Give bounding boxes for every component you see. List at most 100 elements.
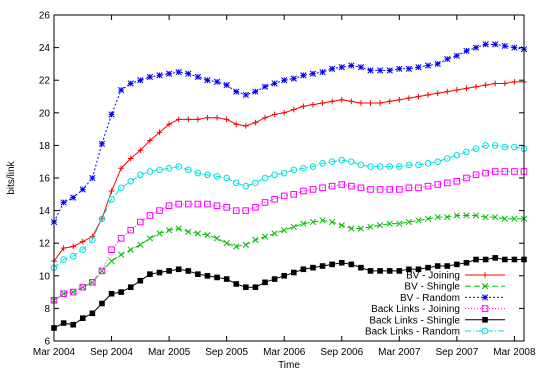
data-point (405, 65, 413, 72)
data-point (118, 289, 124, 295)
data-point (127, 284, 134, 291)
data-point (425, 92, 431, 98)
data-point (233, 243, 240, 250)
data-point (204, 114, 211, 121)
data-point (396, 163, 403, 170)
data-point (261, 174, 269, 182)
data-point (482, 82, 489, 88)
data-point (492, 255, 499, 261)
data-point (146, 212, 154, 219)
data-point (329, 218, 336, 226)
data-point (281, 273, 288, 279)
axis-ticks: 6 8 10 12 14 16 18 20 22 24 26 Mar 2004 Sep 2004 Mar … (33, 11, 536, 359)
data-point (319, 184, 326, 192)
data-point (424, 182, 432, 190)
data-point (424, 215, 432, 222)
data-point (415, 93, 422, 100)
data-point (185, 228, 192, 235)
data-point (232, 179, 240, 187)
data-point (376, 186, 384, 193)
data-point (290, 106, 297, 113)
series-line (53, 144, 525, 269)
data-point (396, 220, 403, 227)
data-point (492, 41, 499, 48)
data-point (137, 241, 144, 248)
data-point (223, 204, 230, 211)
data-point (434, 213, 441, 221)
data-point (357, 161, 365, 169)
data-point (502, 256, 508, 263)
data-point (300, 266, 307, 273)
y-tick-label: 12 (39, 239, 51, 250)
data-point (175, 116, 182, 123)
y-tick-label: 26 (39, 11, 51, 22)
data-point (481, 283, 489, 290)
data-point (242, 241, 249, 248)
data-point (204, 273, 211, 279)
data-point (482, 41, 489, 48)
data-point (310, 101, 316, 108)
data-point (117, 86, 125, 94)
data-point (99, 300, 105, 307)
data-point (108, 257, 115, 265)
data-point (252, 179, 259, 187)
data-point (166, 268, 172, 274)
data-point (511, 256, 518, 263)
data-point (213, 173, 221, 180)
y-tick-label: 16 (39, 174, 51, 185)
series-line (53, 43, 525, 223)
data-point (482, 272, 488, 278)
data-point (367, 186, 374, 193)
data-point (319, 217, 326, 224)
data-point (127, 177, 135, 185)
data-point (108, 290, 115, 297)
data-point (453, 52, 461, 59)
data-point (117, 184, 125, 192)
data-point (396, 96, 403, 103)
data-point (252, 284, 259, 291)
data-point (358, 100, 364, 106)
data-point (156, 269, 163, 276)
data-point (89, 310, 96, 317)
data-point (127, 226, 135, 234)
data-point (185, 70, 192, 77)
data-point (511, 79, 518, 85)
data-point (252, 204, 259, 211)
data-point (367, 268, 374, 274)
data-point (491, 168, 499, 175)
data-point (223, 240, 230, 247)
data-point (454, 87, 460, 93)
data-point (309, 163, 317, 170)
data-point (242, 182, 250, 190)
data-point (117, 235, 125, 242)
data-point (386, 268, 393, 274)
data-point (185, 116, 192, 123)
data-point (357, 184, 365, 192)
data-point (329, 65, 336, 72)
data-point (233, 281, 240, 287)
series-2 (50, 212, 528, 304)
data-point (194, 230, 202, 237)
data-point (453, 212, 461, 219)
data-point (175, 225, 182, 232)
data-point (252, 88, 259, 95)
data-point (348, 225, 355, 232)
data-point (98, 140, 106, 147)
data-point (118, 165, 124, 172)
data-point (233, 88, 240, 95)
data-point (338, 64, 345, 71)
data-point (338, 96, 345, 103)
data-point (501, 215, 508, 222)
data-point (309, 186, 317, 193)
data-point (300, 164, 307, 172)
data-point (69, 252, 77, 260)
data-point (338, 181, 346, 188)
data-point (386, 163, 394, 170)
data-point (338, 259, 345, 266)
series-line (53, 214, 524, 301)
data-point (223, 81, 230, 89)
data-point (473, 256, 479, 263)
data-point (463, 174, 470, 182)
data-point (310, 264, 316, 271)
